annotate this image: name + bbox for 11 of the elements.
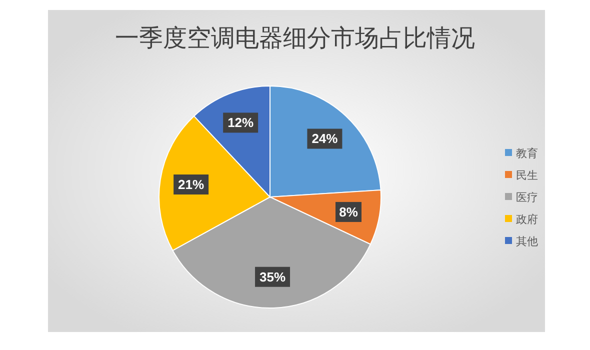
data-label: 12%	[228, 115, 254, 130]
chart-title: 一季度空调电器细分市场占比情况	[115, 25, 475, 52]
data-label: 35%	[259, 269, 286, 284]
data-label: 8%	[339, 204, 358, 220]
legend-label: 其他	[516, 235, 538, 248]
legend-label: 民生	[516, 169, 538, 182]
data-label: 24%	[312, 131, 338, 146]
data-label: 21%	[178, 177, 205, 192]
legend-label: 政府	[516, 213, 538, 226]
legend-label: 教育	[516, 147, 538, 160]
legend-label: 医疗	[516, 191, 538, 204]
